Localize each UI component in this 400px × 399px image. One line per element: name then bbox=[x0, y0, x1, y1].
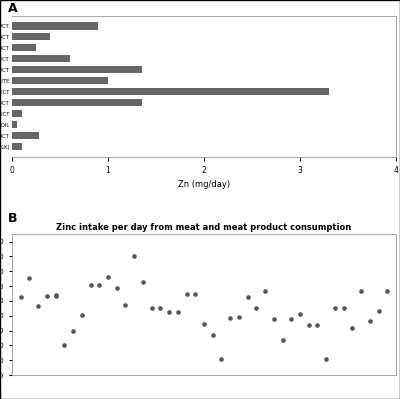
Point bbox=[122, 302, 129, 308]
Point bbox=[26, 275, 33, 281]
Point bbox=[79, 312, 85, 318]
Point bbox=[314, 322, 321, 329]
Point bbox=[349, 324, 356, 331]
Point bbox=[105, 274, 111, 280]
Point bbox=[201, 321, 207, 327]
Point bbox=[96, 281, 102, 288]
Point bbox=[218, 356, 225, 362]
Point bbox=[52, 293, 59, 300]
Point bbox=[44, 292, 50, 299]
Point bbox=[332, 304, 338, 311]
Bar bbox=[12, 55, 70, 63]
Point bbox=[52, 292, 59, 298]
Point bbox=[114, 285, 120, 292]
Point bbox=[306, 322, 312, 329]
X-axis label: Zn (mg/day): Zn (mg/day) bbox=[178, 180, 230, 190]
Bar bbox=[12, 34, 50, 40]
Text: B: B bbox=[8, 212, 18, 225]
Bar bbox=[12, 77, 108, 85]
Bar bbox=[12, 66, 142, 73]
Point bbox=[244, 294, 251, 300]
Point bbox=[183, 290, 190, 297]
Bar bbox=[12, 143, 22, 150]
Bar bbox=[12, 44, 36, 51]
Bar bbox=[12, 121, 17, 128]
Bar bbox=[12, 22, 98, 30]
Point bbox=[131, 253, 137, 260]
Point bbox=[35, 303, 41, 309]
Point bbox=[236, 314, 242, 320]
Point bbox=[367, 318, 373, 324]
Point bbox=[253, 305, 260, 312]
Point bbox=[87, 281, 94, 288]
Bar bbox=[12, 132, 39, 139]
Point bbox=[61, 342, 68, 349]
Point bbox=[262, 288, 268, 294]
Point bbox=[323, 356, 329, 362]
Point bbox=[227, 315, 233, 321]
Point bbox=[340, 304, 347, 311]
Point bbox=[157, 305, 164, 312]
Bar bbox=[12, 110, 22, 117]
Point bbox=[140, 279, 146, 285]
Point bbox=[358, 287, 364, 294]
Bar bbox=[12, 88, 329, 95]
Title: Zinc intake per day from meat and meat product consumption: Zinc intake per day from meat and meat p… bbox=[56, 223, 352, 232]
Point bbox=[192, 290, 198, 297]
Point bbox=[271, 316, 277, 323]
Point bbox=[384, 287, 390, 294]
Point bbox=[375, 307, 382, 314]
Text: A: A bbox=[8, 2, 18, 15]
Point bbox=[175, 309, 181, 315]
Point bbox=[297, 311, 303, 318]
Point bbox=[210, 332, 216, 338]
Point bbox=[279, 337, 286, 344]
Bar bbox=[12, 99, 142, 107]
Point bbox=[148, 305, 155, 312]
Point bbox=[18, 294, 24, 300]
Point bbox=[166, 309, 172, 315]
Point bbox=[288, 316, 294, 323]
Point bbox=[70, 328, 76, 334]
